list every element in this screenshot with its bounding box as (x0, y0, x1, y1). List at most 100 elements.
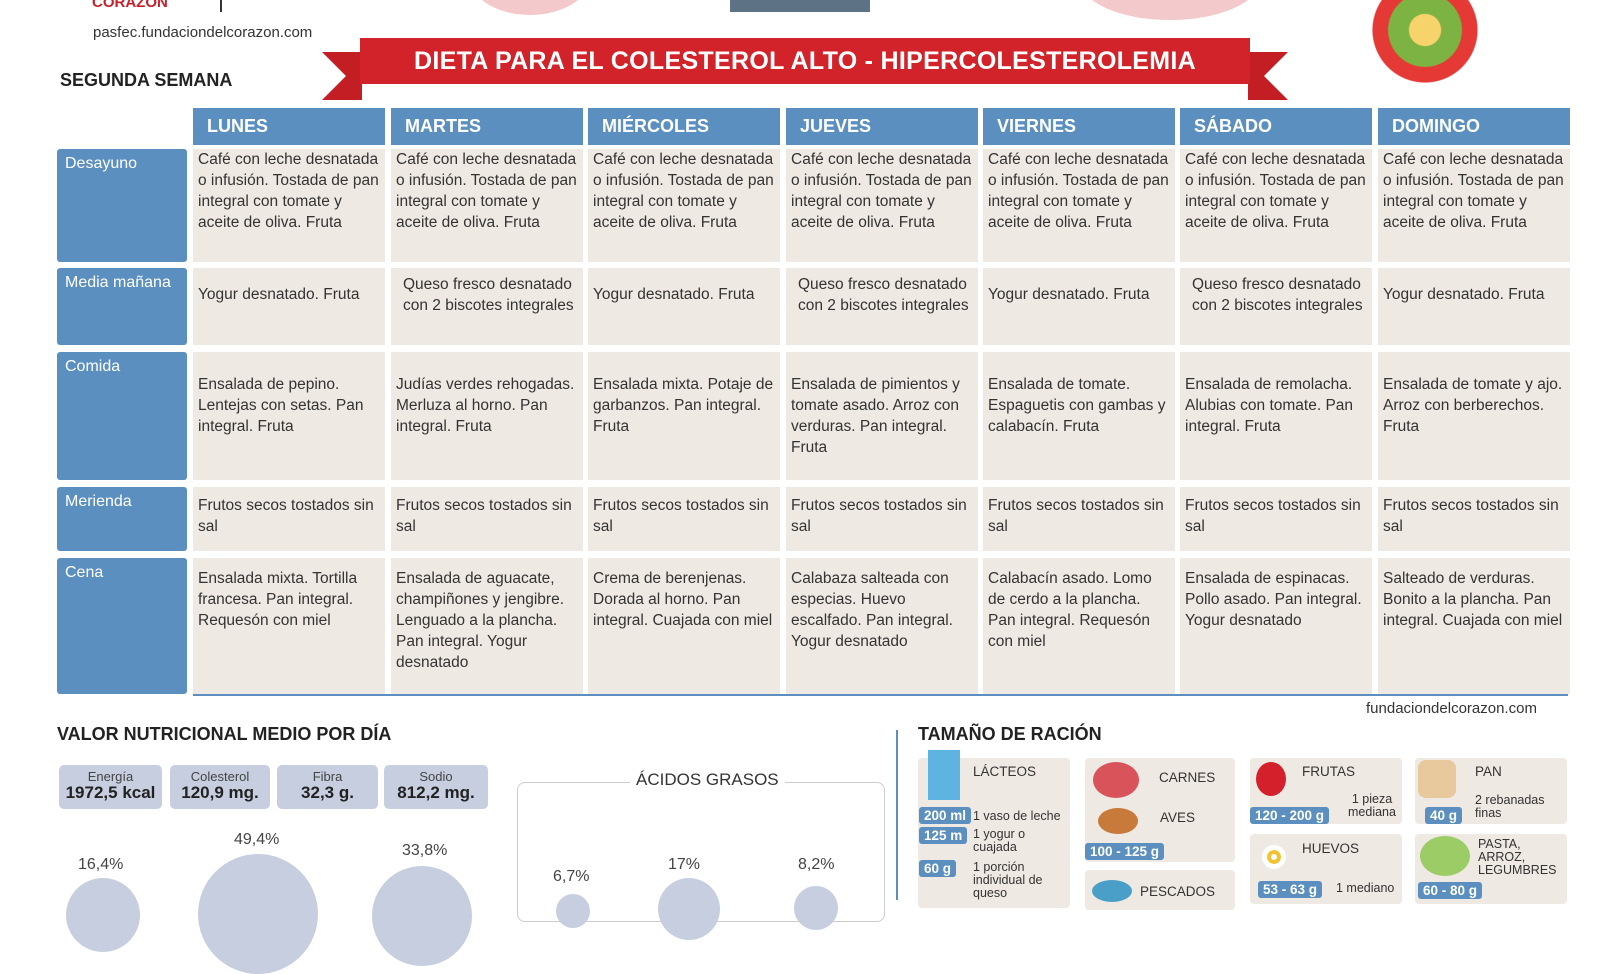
chicken-icon (1098, 808, 1138, 834)
pescados-label: PESCADOS (1140, 884, 1216, 899)
tray-illustration (730, 0, 870, 12)
nutrition-label: Fibra (312, 769, 343, 784)
lacteos-text: 1 yogur o cuajada (973, 827, 1026, 854)
meal-cell: Frutos secos tostados sin sal (1378, 487, 1570, 551)
nutrition-value: 812,2 mg. (397, 783, 475, 802)
acidos-title: ÁCIDOS GRASOS (630, 770, 785, 790)
carnes-label: CARNES (1159, 770, 1216, 785)
meal-cell: Café con leche desnatada o infusión. Tos… (391, 149, 583, 262)
meat-icon (1093, 762, 1139, 798)
acidos-pct: 6,7% (553, 868, 590, 885)
macro-pct: 49,4% (234, 831, 280, 848)
meal-cell: Ensalada mixta. Potaje de garbanzos. Pan… (588, 352, 780, 480)
milk-icon (928, 750, 960, 800)
huevos-tag: 53 - 63 g (1258, 881, 1323, 898)
meal-cell: Yogur desnatado. Fruta (588, 268, 780, 345)
meal-cell: Frutos secos tostados sin sal (1180, 487, 1372, 551)
meal-cell: Yogur desnatado. Fruta (1378, 268, 1570, 345)
nutrition-label: Colesterol (190, 769, 250, 784)
nutrition-box: Colesterol 120,9 mg. (170, 765, 270, 809)
day-header: VIERNES (983, 108, 1175, 145)
nutrition-title: VALOR NUTRICIONAL MEDIO POR DÍA (57, 724, 392, 744)
acidos-pct: 17% (668, 856, 701, 873)
huevos-label: HUEVOS (1302, 841, 1360, 856)
lacteos-tag: 125 m (919, 827, 968, 844)
lacteos-tag: 200 ml (919, 807, 972, 824)
legumes-icon (1420, 836, 1470, 876)
apple-icon (1256, 762, 1286, 796)
meal-cell: Frutos secos tostados sin sal (983, 487, 1175, 551)
pan-text: 2 rebanadas finas (1475, 793, 1545, 820)
heart-illustration (470, 0, 590, 15)
day-header: MARTES (391, 108, 583, 145)
meal-cell: Café con leche desnatada o infusión. Tos… (1180, 149, 1372, 262)
macro-circle (66, 878, 140, 952)
nutrition-box: Sodio 812,2 mg. (384, 765, 488, 809)
nutrition-label: Energía (87, 769, 134, 784)
macro-pct: 16,4% (78, 856, 124, 873)
divider (220, 0, 222, 12)
pan-label: PAN (1475, 764, 1502, 779)
meal-cell: Queso fresco desnatado con 2 biscotes in… (391, 268, 583, 345)
table-bottom-line (193, 694, 1568, 696)
meal-cell: Ensalada de aguacate, champiñones y jeng… (391, 558, 583, 694)
day-header: DOMINGO (1378, 108, 1570, 145)
day-header: JUEVES (786, 108, 978, 145)
meal-cell: Ensalada de tomate y ajo. Arroz con berb… (1378, 352, 1570, 480)
meal-cell: Café con leche desnatada o infusión. Tos… (588, 149, 780, 262)
nutrition-value: 120,9 mg. (181, 783, 259, 802)
meal-cell: Café con leche desnatada o infusión. Tos… (1378, 149, 1570, 262)
egg-icon (1262, 845, 1286, 869)
site-url[interactable]: pasfec.fundaciondelcorazon.com (93, 24, 313, 41)
meal-cell: Yogur desnatado. Fruta (193, 268, 385, 345)
meal-cell: Ensalada de pimientos y tomate asado. Ar… (786, 352, 978, 480)
day-header: LUNES (193, 108, 385, 145)
section-divider (896, 730, 898, 900)
meal-cell: Crema de berenjenas. Dorada al horno. Pa… (588, 558, 780, 694)
meal-cell: Ensalada mixta. Tortilla francesa. Pan i… (193, 558, 385, 694)
aves-label: AVES (1160, 810, 1196, 825)
lacteos-text: 1 vaso de leche (973, 809, 1061, 823)
lacteos-label: LÁCTEOS (973, 764, 1037, 779)
pasta-tag: 60 - 80 g (1418, 882, 1483, 899)
meal-cell: Café con leche desnatada o infusión. Tos… (786, 149, 978, 262)
meal-cell: Frutos secos tostados sin sal (588, 487, 780, 551)
nutrition-value: 1972,5 kcal (65, 783, 156, 802)
meal-cell: Queso fresco desnatado con 2 biscotes in… (1180, 268, 1372, 345)
meal-label: Media mañana (57, 268, 187, 345)
fish-icon (1092, 880, 1132, 902)
acidos-circle (556, 894, 590, 928)
meal-label: Merienda (57, 487, 187, 551)
frutas-tag: 120 - 200 g (1250, 807, 1330, 824)
vegetables-heart-illustration (1340, 0, 1510, 90)
meal-label: Cena (57, 558, 187, 694)
frutas-label: FRUTAS (1302, 764, 1355, 779)
meal-cell: Calabacín asado. Lomo de cerdo a la plan… (983, 558, 1175, 694)
acidos-pct: 8,2% (798, 856, 835, 873)
frutas-text: 1 pieza mediana (1348, 792, 1396, 819)
acidos-circle (794, 886, 838, 930)
heart-illustration (1080, 0, 1260, 20)
meal-cell: Queso fresco desnatado con 2 biscotes in… (786, 268, 978, 345)
meal-label: Comida (57, 352, 187, 480)
nutrition-label: Sodio (419, 769, 453, 784)
meal-cell: Frutos secos tostados sin sal (193, 487, 385, 551)
ribbon-left (322, 52, 362, 100)
huevos-text: 1 mediano (1336, 881, 1395, 895)
meal-cell: Judías verdes rehogadas. Merluza al horn… (391, 352, 583, 480)
footer-url[interactable]: fundaciondelcorazon.com (1366, 700, 1537, 717)
meal-cell: Café con leche desnatada o infusión. Tos… (983, 149, 1175, 262)
logo: CORAZÓN (92, 0, 168, 11)
nutrition-value: 32,3 g. (301, 783, 354, 802)
lacteos-tag: 60 g (919, 860, 957, 877)
meal-cell: Calabaza salteada con especias. Huevo es… (786, 558, 978, 694)
meal-label: Desayuno (57, 149, 187, 262)
nutrition-box: Fibra 32,3 g. (277, 765, 378, 809)
pan-tag: 40 g (1425, 807, 1463, 824)
racion-title: TAMAÑO DE RACIÓN (918, 724, 1102, 744)
meal-cell: Ensalada de espinacas. Pollo asado. Pan … (1180, 558, 1372, 694)
meal-cell: Salteado de verduras. Bonito a la planch… (1378, 558, 1570, 694)
acidos-circle (658, 878, 720, 940)
meal-cell: Ensalada de tomate. Espaguetis con gamba… (983, 352, 1175, 480)
lacteos-text: 1 porción individual de queso (973, 860, 1043, 900)
